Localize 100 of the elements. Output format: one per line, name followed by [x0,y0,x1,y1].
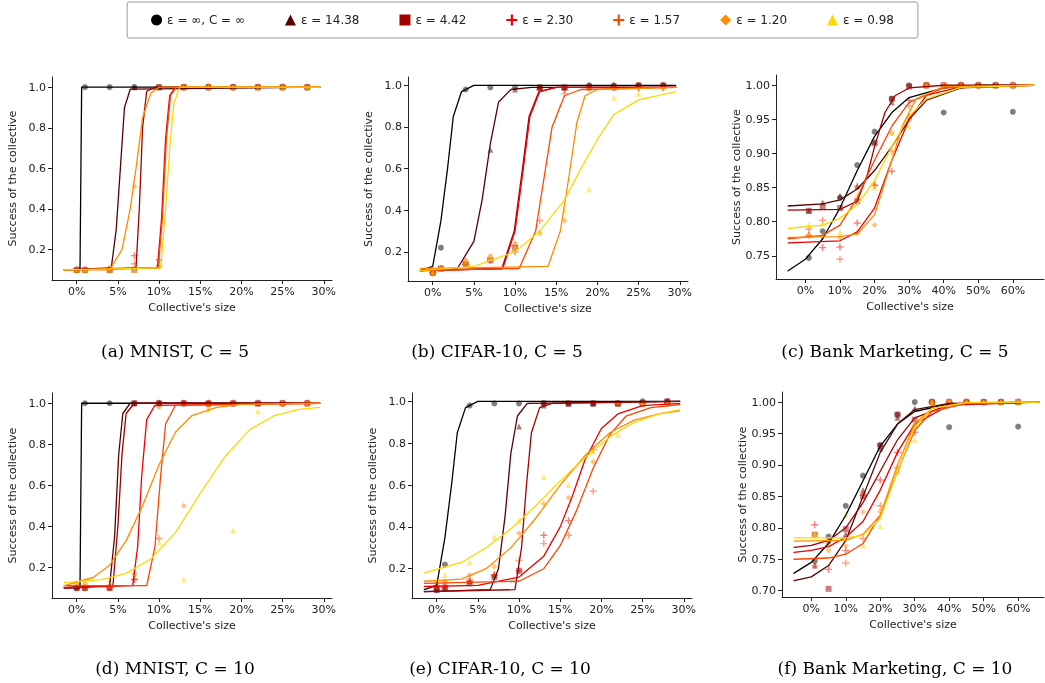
x-tick-label: 10% [502,286,528,299]
y-tick-label: 0.80 [745,215,770,229]
text: (f) Bank Marketing, C = 10 [777,657,1013,678]
legend-label: ε = 2.30 [522,13,574,27]
legend-label: ε = 0.98 [843,13,894,27]
y-tick-label: 1.0 [384,78,402,92]
y-axis-title: Success of the collective [6,427,19,564]
legend-label: ε = ∞, C = ∞ [167,13,245,27]
legend-label: ε = 4.42 [415,13,467,27]
x-tick-label: 40% [931,284,956,297]
x-tick-label: 5% [109,285,127,298]
x-tick-label: 60% [1005,602,1031,615]
x-tick-label: 15% [544,286,569,299]
x-tick-label: 10% [827,284,853,297]
y-tick-label: 0.75 [751,552,776,566]
x-tick-label: 40% [936,602,962,615]
y-tick-label: 0.8 [28,437,46,451]
x-tick-label: 5% [465,286,483,299]
y-tick-label: 0.75 [745,249,770,263]
x-tick-label: 10% [146,603,172,616]
y-tick-label: 0.6 [28,478,46,492]
x-tick-label: 10% [146,285,172,298]
x-axis-title: Collective's size [508,619,597,632]
y-tick-label: 0.8 [28,121,46,135]
y-axis-title: Success of the collective [362,110,375,247]
x-tick-label: 10% [506,603,532,616]
legend-label: ε = 1.57 [629,13,681,27]
x-tick-label: 20% [862,284,887,297]
x-tick-label: 10% [833,602,858,615]
y-tick-label: 0.6 [384,162,402,176]
x-axis-title: Collective's size [866,300,955,313]
text: (c) Bank Marketing, C = 5 [781,340,1009,361]
y-tick-label: 0.80 [751,521,776,535]
y-tick-label: 1.00 [751,395,776,409]
x-tick-label: 30% [667,286,692,299]
y-tick-label: 0.8 [388,436,406,450]
legend-label: ε = 1.20 [736,13,788,27]
y-tick-label: 0.90 [751,458,776,472]
x-tick-label: 15% [188,285,213,298]
x-tick-label: 20% [589,603,614,616]
y-axis-title: Success of the collective [735,426,749,563]
y-tick-label: 0.6 [28,161,46,175]
y-tick-label: 0.70 [751,584,776,598]
x-axis-title: Collective's size [504,302,593,315]
x-tick-label: 20% [229,285,254,298]
x-tick-label: 0% [802,602,821,615]
x-tick-label: 30% [311,285,336,298]
x-tick-label: 0% [67,603,86,616]
y-tick-label: 0.2 [384,245,402,259]
x-tick-label: 20% [229,603,254,616]
x-tick-label: 20% [585,286,610,299]
legend-label: ε = 14.38 [300,13,360,27]
x-tick-label: 0% [67,285,86,298]
x-axis-title: Collective's size [869,618,958,631]
y-tick-label: 1.00 [745,78,770,92]
y-tick-label: 0.2 [28,243,46,257]
x-tick-label: 0% [427,603,446,616]
x-tick-label: 25% [270,285,295,298]
x-tick-label: 30% [896,284,922,297]
y-tick-label: 0.95 [745,112,770,126]
x-axis-title: Collective's size [148,301,237,314]
x-tick-label: 50% [971,602,996,615]
x-tick-label: 25% [626,286,651,299]
y-tick-label: 0.2 [28,560,46,574]
y-axis-title: Success of the collective [729,108,743,245]
text: (d) MNIST, C = 10 [95,657,255,678]
y-tick-label: 1.0 [28,396,46,410]
y-tick-label: 1.0 [388,394,406,408]
text: (a) MNIST, C = 5 [101,340,249,361]
y-tick-label: 0.85 [751,489,776,503]
y-tick-label: 0.90 [745,146,770,160]
y-tick-label: 0.4 [384,203,402,217]
x-tick-label: 5% [469,603,487,616]
text: (b) CIFAR-10, C = 5 [411,340,583,361]
y-tick-label: 0.2 [388,562,406,576]
text: (e) CIFAR-10, C = 10 [409,657,591,678]
y-tick-label: 0.4 [28,519,46,533]
y-tick-label: 0.4 [388,520,406,534]
x-tick-label: 25% [630,603,655,616]
x-tick-label: 20% [868,602,893,615]
x-tick-label: 30% [311,603,336,616]
x-tick-label: 15% [548,603,573,616]
y-tick-label: 0.85 [745,181,770,195]
x-tick-label: 15% [188,603,213,616]
x-tick-label: 50% [966,284,991,297]
x-tick-label: 30% [902,602,927,615]
x-tick-label: 60% [1000,284,1026,297]
x-tick-label: 30% [671,603,696,616]
y-axis-title: Success of the collective [366,427,379,564]
x-axis-title: Collective's size [148,619,237,632]
y-tick-label: 0.6 [388,478,406,492]
y-axis-title: Success of the collective [6,110,19,247]
y-tick-label: 0.4 [28,202,46,216]
x-tick-label: 5% [109,603,127,616]
x-tick-label: 0% [796,284,815,297]
y-tick-label: 0.8 [384,120,402,134]
y-tick-label: 1.0 [28,80,46,94]
x-tick-label: 25% [270,603,295,616]
x-tick-label: 0% [423,286,442,299]
y-tick-label: 0.95 [751,427,776,440]
